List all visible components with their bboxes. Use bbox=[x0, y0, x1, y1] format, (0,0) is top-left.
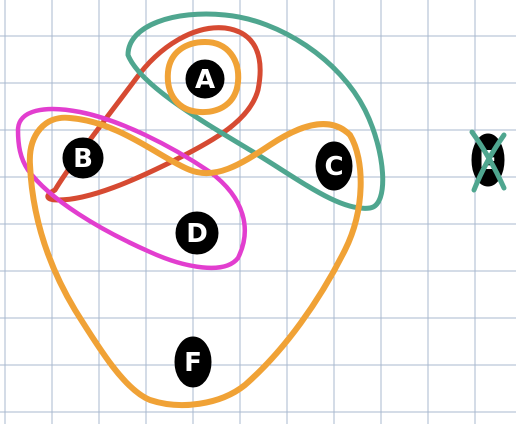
group-outline-orange-a bbox=[164, 39, 242, 116]
cross-out-mark bbox=[469, 129, 507, 193]
node-label-a: A bbox=[195, 65, 215, 95]
node-label-d: D bbox=[186, 219, 208, 249]
node-c: C bbox=[315, 141, 353, 191]
node-d: D bbox=[175, 211, 219, 255]
node-b: B bbox=[62, 137, 104, 179]
node-e: E bbox=[469, 129, 507, 193]
node-label-f: F bbox=[184, 348, 202, 378]
group-outline-magenta-bd bbox=[15, 106, 247, 270]
node-a: A bbox=[185, 59, 225, 99]
group-outlines bbox=[15, 11, 386, 408]
group-outline-orange-bcdf bbox=[26, 114, 364, 408]
group-outline-teal-ac bbox=[125, 11, 386, 211]
node-label-b: B bbox=[73, 144, 93, 174]
node-f: F bbox=[174, 336, 212, 388]
nodes: A B C D E bbox=[62, 59, 507, 388]
group-outline-red-ab bbox=[45, 25, 263, 203]
node-label-c: C bbox=[324, 152, 343, 182]
